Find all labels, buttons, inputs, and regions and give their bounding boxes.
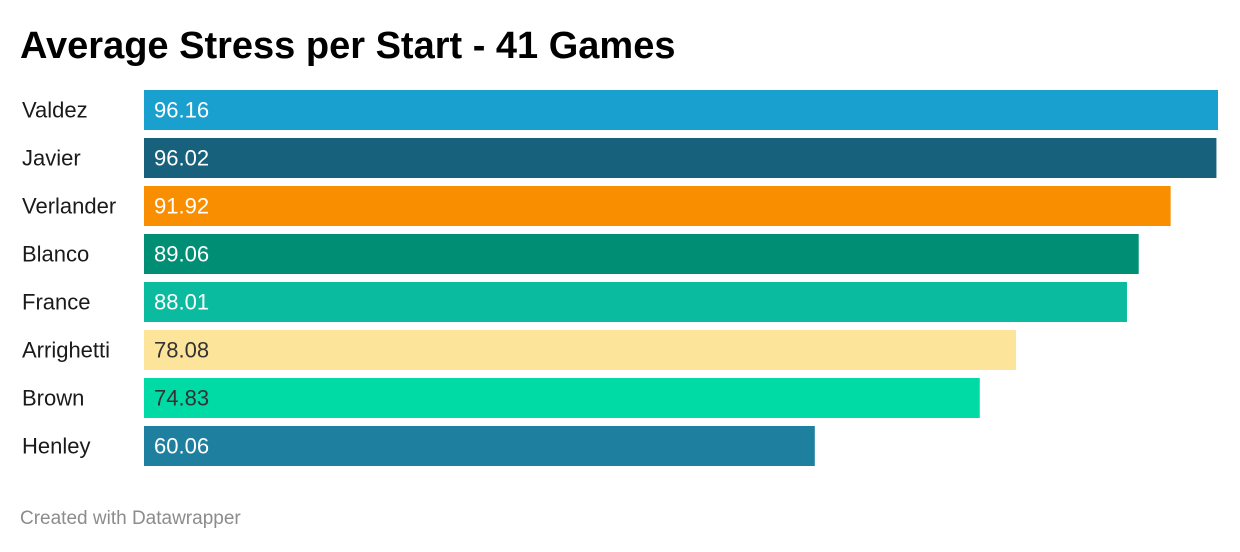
value-label: 88.01 — [154, 290, 209, 315]
footer-credit: Created with Datawrapper — [20, 508, 241, 529]
category-label: Henley — [22, 434, 90, 459]
category-label: Verlander — [22, 194, 116, 219]
bar-blanco — [144, 234, 1139, 274]
value-label: 74.83 — [154, 386, 209, 411]
category-label: Blanco — [22, 242, 89, 267]
bar-valdez — [144, 90, 1218, 130]
value-label: 60.06 — [154, 434, 209, 459]
bar-france — [144, 282, 1127, 322]
category-label: Valdez — [22, 98, 88, 123]
value-labels: 96.16 96.02 91.92 89.06 88.01 78.08 74.83 60.06 — [154, 98, 209, 459]
value-label: 96.02 — [154, 146, 209, 171]
bars — [144, 90, 1218, 466]
value-label: 78.08 — [154, 338, 209, 363]
category-labels: Valdez Javier Verlander Blanco France Arrighe… — [22, 98, 116, 459]
bar-brown — [144, 378, 980, 418]
value-label: 96.16 — [154, 98, 209, 123]
bar-henley — [144, 426, 815, 466]
bar-arrighetti — [144, 330, 1017, 370]
value-label: 89.06 — [154, 242, 209, 267]
category-label: France — [22, 290, 90, 315]
category-label: Brown — [22, 386, 84, 411]
category-label: Javier — [22, 146, 81, 171]
category-label: Arrighetti — [22, 338, 110, 363]
value-label: 91.92 — [154, 194, 209, 219]
bar-javier — [144, 138, 1217, 178]
chart-title: Average Stress per Start - 41 Games — [20, 25, 676, 67]
bar-verlander — [144, 186, 1171, 226]
